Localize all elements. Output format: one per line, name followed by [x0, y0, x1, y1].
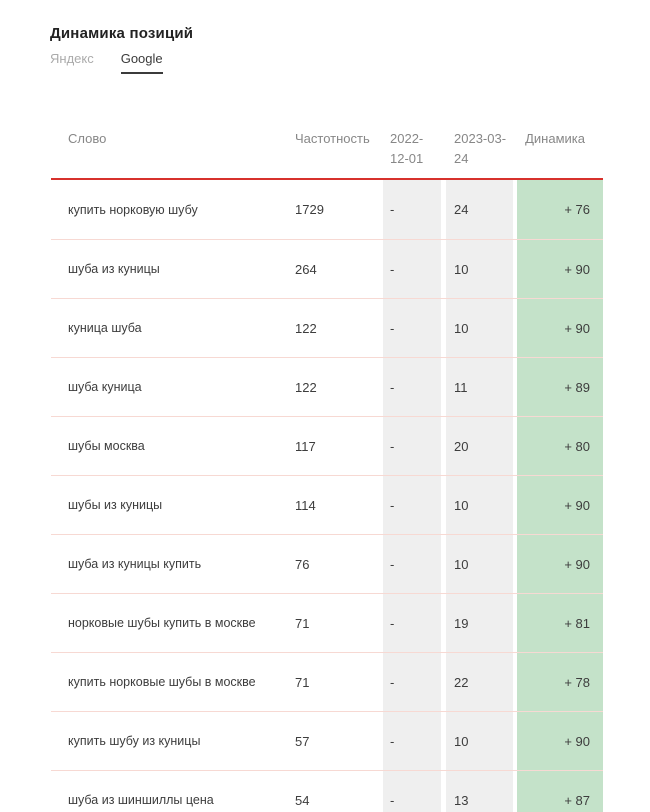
table-header-row: Слово Частотность 2022-12-01 2023-03-24 …: [51, 74, 603, 180]
cell-date-2: 10: [446, 712, 517, 770]
cell-keyword: шуба куница: [68, 380, 142, 394]
cell-dynamics: + 90: [517, 476, 603, 534]
page-title: Динамика позиций: [50, 25, 194, 42]
table-body: купить норковую шубу 1729 - 24 + 76 шуба…: [51, 180, 603, 812]
col-header-date-2: 2023-03-24: [454, 131, 507, 166]
cell-date-2: 24: [446, 180, 517, 239]
cell-frequency: 1729: [295, 202, 324, 217]
cell-date-1: -: [383, 417, 446, 475]
cell-keyword: купить шубу из куницы: [68, 734, 201, 748]
cell-date-1: -: [383, 712, 446, 770]
table-row: шубы москва 117 - 20 + 80: [51, 416, 603, 475]
cell-dynamics: + 90: [517, 299, 603, 357]
cell-dynamics: + 90: [517, 712, 603, 770]
cell-dynamics: + 78: [517, 653, 603, 711]
cell-keyword: шуба из куницы: [68, 262, 160, 276]
cell-keyword: шубы москва: [68, 439, 145, 453]
cell-date-2: 10: [446, 476, 517, 534]
cell-frequency: 71: [295, 615, 310, 631]
cell-frequency: 114: [295, 497, 316, 513]
cell-date-1: -: [383, 358, 446, 416]
cell-keyword: шуба из куницы купить: [68, 557, 202, 571]
cell-date-2: 13: [446, 771, 517, 812]
cell-frequency: 57: [295, 733, 310, 749]
cell-date-2: 10: [446, 299, 517, 357]
cell-dynamics: + 90: [517, 535, 603, 593]
col-header-frequency: Частотность: [295, 131, 370, 146]
cell-date-2: 10: [446, 535, 517, 593]
positions-table: Слово Частотность 2022-12-01 2023-03-24 …: [51, 74, 603, 812]
table-row: норковые шубы купить в москве 71 - 19 + …: [51, 593, 603, 652]
cell-keyword: норковые шубы купить в москве: [68, 616, 256, 630]
cell-date-1: -: [383, 771, 446, 812]
cell-dynamics: + 80: [517, 417, 603, 475]
cell-date-2: 22: [446, 653, 517, 711]
col-header-date-1: 2022-12-01: [390, 131, 424, 166]
cell-date-2: 19: [446, 594, 517, 652]
col-header-keyword: Слово: [68, 131, 107, 146]
tab-google[interactable]: Google: [120, 51, 163, 74]
search-engine-tabs: Яндекс Google: [50, 51, 650, 74]
table-row: купить шубу из куницы 57 - 10 + 90: [51, 711, 603, 770]
cell-date-2: 20: [446, 417, 517, 475]
cell-frequency: 71: [295, 674, 310, 690]
cell-date-1: -: [383, 180, 446, 239]
cell-date-1: -: [383, 535, 446, 593]
cell-date-1: -: [383, 476, 446, 534]
cell-frequency: 122: [295, 320, 317, 336]
cell-keyword: купить норковую шубу: [68, 202, 198, 217]
table-row: шубы из куницы 114 - 10 + 90: [51, 475, 603, 534]
table-row: купить норковую шубу 1729 - 24 + 76: [51, 180, 603, 239]
cell-date-2: 11: [446, 358, 517, 416]
table-row: шуба куница 122 - 11 + 89: [51, 357, 603, 416]
table-row: шуба из куницы купить 76 - 10 + 90: [51, 534, 603, 593]
table-row: шуба из куницы 264 - 10 + 90: [51, 239, 603, 298]
tab-yandex[interactable]: Яндекс: [50, 51, 94, 66]
cell-date-1: -: [383, 240, 446, 298]
cell-frequency: 264: [295, 261, 317, 277]
cell-date-2: 10: [446, 240, 517, 298]
cell-date-1: -: [383, 653, 446, 711]
cell-dynamics: + 89: [517, 358, 603, 416]
cell-frequency: 117: [295, 438, 316, 454]
table-row: шуба из шиншиллы цена 54 - 13 + 87: [51, 770, 603, 812]
table-row: купить норковые шубы в москве 71 - 22 + …: [51, 652, 603, 711]
cell-keyword: шуба из шиншиллы цена: [68, 793, 214, 807]
cell-keyword: шубы из куницы: [68, 498, 163, 512]
cell-frequency: 76: [295, 556, 310, 572]
cell-frequency: 122: [295, 379, 317, 395]
col-header-dynamics: Динамика: [525, 131, 585, 146]
cell-keyword: куница шуба: [68, 321, 142, 335]
cell-date-1: -: [383, 299, 446, 357]
table-row: куница шуба 122 - 10 + 90: [51, 298, 603, 357]
cell-frequency: 54: [295, 792, 310, 808]
cell-dynamics: + 76: [517, 180, 603, 239]
cell-date-1: -: [383, 594, 446, 652]
cell-keyword: купить норковые шубы в москве: [68, 675, 256, 689]
cell-dynamics: + 87: [517, 771, 603, 812]
cell-dynamics: + 90: [517, 240, 603, 298]
cell-dynamics: + 81: [517, 594, 603, 652]
